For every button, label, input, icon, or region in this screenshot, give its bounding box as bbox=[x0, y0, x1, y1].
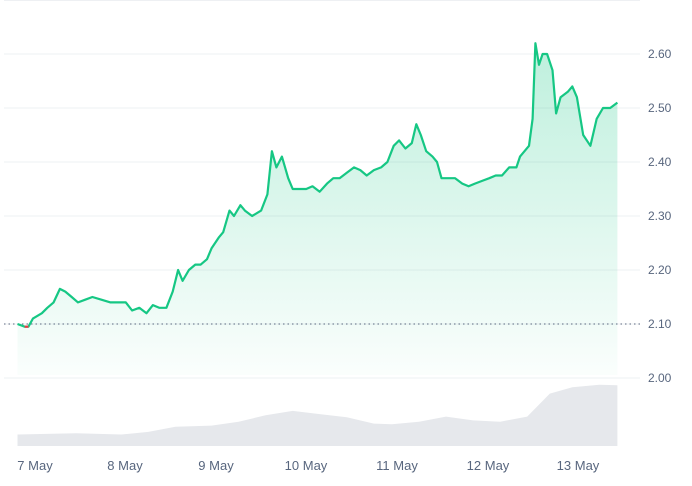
price-area-fill bbox=[17, 43, 618, 375]
price-line bbox=[17, 42, 619, 328]
y-tick-label: 2.00 bbox=[648, 371, 672, 385]
volume-shape bbox=[17, 384, 618, 446]
x-tick-label: 9 May bbox=[198, 458, 234, 473]
y-tick-label: 2.60 bbox=[648, 47, 672, 61]
volume-area bbox=[17, 384, 618, 446]
x-tick-label: 11 May bbox=[376, 458, 418, 473]
price-line-path bbox=[17, 42, 619, 328]
y-tick-label: 2.40 bbox=[648, 155, 672, 169]
y-axis: 2.00 2.10 2.20 2.30 2.40 2.50 2.60 bbox=[648, 47, 672, 385]
x-tick-label: 10 May bbox=[285, 458, 328, 473]
price-area bbox=[17, 43, 618, 375]
y-tick-label: 2.30 bbox=[648, 209, 672, 223]
x-tick-label: 7 May bbox=[17, 458, 53, 473]
x-axis: 7 May 8 May 9 May 10 May 11 May 12 May 13 May bbox=[17, 458, 600, 473]
y-tick-label: 2.20 bbox=[648, 263, 672, 277]
x-tick-label: 8 May bbox=[107, 458, 143, 473]
y-tick-label: 2.10 bbox=[648, 317, 672, 331]
y-tick-label: 2.50 bbox=[648, 101, 672, 115]
x-tick-label: 12 May bbox=[467, 458, 510, 473]
x-tick-label: 13 May bbox=[557, 458, 600, 473]
